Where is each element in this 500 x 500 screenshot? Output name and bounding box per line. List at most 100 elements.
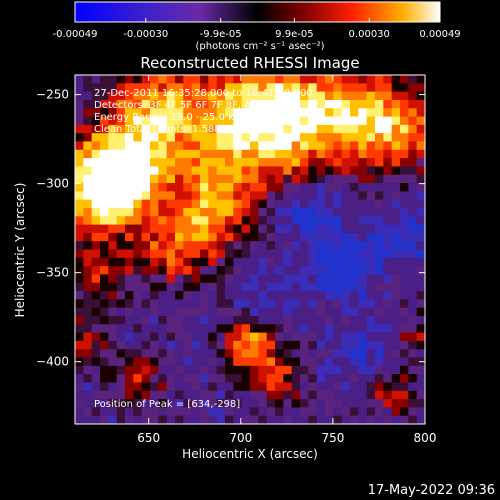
heatmap-cell [100,166,109,176]
heatmap-cell [208,207,218,217]
heatmap-cell [400,249,409,259]
heatmap-cell [200,415,209,424]
heatmap-cell [308,266,318,276]
heatmap-cell [358,141,368,151]
heatmap-cell [216,199,226,209]
heatmap-cell [375,249,384,259]
heatmap-cell [150,124,159,134]
heatmap-cell [158,282,168,292]
heatmap-cell [191,357,201,367]
heatmap-cell [300,124,309,134]
heatmap-cell [158,249,168,259]
heatmap-cell [391,99,401,109]
heatmap-cell [325,232,334,242]
heatmap-cell [175,232,184,242]
heatmap-cell [175,191,184,201]
heatmap-cell [158,315,168,325]
heatmap-cell [150,291,159,300]
heatmap-cell [283,307,293,317]
heatmap-cell [116,340,126,350]
heatmap-cell [200,315,209,325]
heatmap-cell [233,315,243,325]
heatmap-cell [266,149,276,159]
heatmap-cell [291,99,301,109]
heatmap-cell [391,266,401,276]
heatmap-cell [83,191,93,201]
heatmap-cell [308,232,318,242]
heatmap-cell [125,133,134,143]
heatmap-cell [275,291,284,300]
heatmap-cell [225,174,234,184]
heatmap-cell [91,382,101,392]
heatmap-cell [350,216,359,226]
heatmap-cell [291,307,301,317]
heatmap-cell [200,133,209,143]
heatmap-cell [241,91,251,101]
heatmap-cell [166,75,176,84]
heatmap-cell [225,299,234,309]
heatmap-cell [341,291,351,300]
heatmap-cell [300,349,309,359]
heatmap-cell [241,299,251,309]
heatmap-cell [116,141,126,151]
heatmap-cell [250,390,259,400]
heatmap-cell [300,315,309,325]
heatmap-cell [333,216,343,226]
heatmap-cell [200,174,209,184]
heatmap-cell [266,249,276,259]
heatmap-cell [175,382,184,392]
heatmap-cell [75,291,84,300]
heatmap-cell [266,166,276,176]
heatmap-cell [258,141,268,151]
heatmap-cell [266,224,276,234]
heatmap-cell [308,191,318,201]
heatmap-cell [391,407,401,417]
heatmap-cell [291,207,301,217]
heatmap-cell [208,340,218,350]
heatmap-cell [408,141,418,151]
heatmap-cell [275,99,284,109]
heatmap-cell [383,357,393,367]
heatmap-cell [333,282,343,292]
heatmap-cell [358,207,368,217]
heatmap-cell [350,257,359,267]
heatmap-cell [300,399,309,408]
heatmap-cell [166,191,176,201]
heatmap-cell [100,75,109,84]
heatmap-cell [333,75,343,84]
heatmap-cell [308,199,318,209]
heatmap-cell [366,266,376,276]
heatmap-cell [258,299,268,309]
heatmap-cell [225,282,234,292]
heatmap-cell [241,357,251,367]
heatmap-cell [358,257,368,267]
heatmap-cell [391,324,401,334]
heatmap-cell [166,99,176,109]
heatmap-cell [275,174,284,184]
heatmap-cell [333,357,343,367]
heatmap-cell [91,249,101,259]
heatmap-cell [133,266,143,276]
heatmap-cell [333,83,343,93]
heatmap-cell [383,324,393,334]
heatmap-cell [91,199,101,209]
heatmap-cell [241,382,251,392]
heatmap-cell [316,207,326,217]
heatmap-cell [325,124,334,134]
heatmap-cell [183,116,193,126]
heatmap-cell [308,399,318,408]
heatmap-cell [191,249,201,259]
heatmap-cell [275,124,284,134]
heatmap-cell [83,91,93,101]
heatmap-cell [408,324,418,334]
heatmap-cell [391,158,401,168]
y-axis-label: Heliocentric Y (arcsec) [13,183,27,318]
heatmap-cell [325,199,334,209]
heatmap-cell [341,116,351,126]
heatmap-cell [200,274,209,284]
heatmap-cell [191,315,201,325]
heatmap-cell [200,324,209,334]
heatmap-cell [108,357,118,367]
heatmap-cell [350,324,359,334]
heatmap-cell [341,174,351,184]
